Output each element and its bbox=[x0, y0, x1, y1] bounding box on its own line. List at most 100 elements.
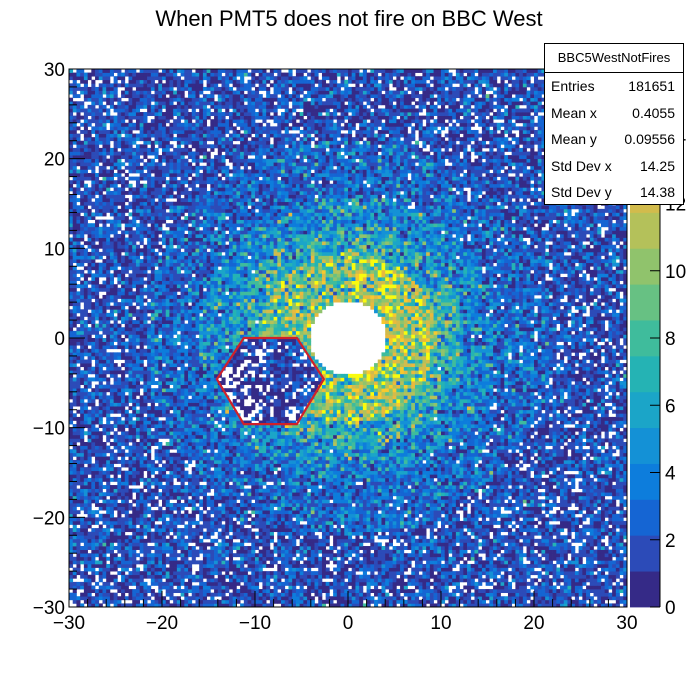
heatmap-cell bbox=[106, 385, 110, 389]
heatmap-cell bbox=[69, 273, 73, 277]
heatmap-cell bbox=[207, 568, 211, 572]
heatmap-cell bbox=[91, 395, 95, 399]
heatmap-cell bbox=[99, 550, 103, 554]
heatmap-cell bbox=[99, 363, 103, 367]
heatmap-cell bbox=[117, 216, 121, 220]
heatmap-cell bbox=[173, 349, 177, 353]
heatmap-cell bbox=[192, 220, 196, 224]
heatmap-cell bbox=[91, 238, 95, 242]
heatmap-cell bbox=[143, 481, 147, 485]
heatmap-cell bbox=[114, 327, 118, 331]
heatmap-cell bbox=[110, 256, 114, 260]
heatmap-cell bbox=[110, 119, 114, 123]
heatmap-cell bbox=[114, 309, 118, 313]
heatmap-cell bbox=[129, 449, 133, 453]
heatmap-cell bbox=[84, 277, 88, 281]
heatmap-cell bbox=[162, 521, 166, 525]
heatmap-cell bbox=[169, 159, 173, 163]
heatmap-cell bbox=[114, 223, 118, 227]
heatmap-cell bbox=[177, 227, 181, 231]
heatmap-cell bbox=[129, 105, 133, 109]
heatmap-cell bbox=[143, 256, 147, 260]
heatmap-cell bbox=[73, 399, 77, 403]
heatmap-cell bbox=[88, 575, 92, 579]
heatmap-cell bbox=[88, 517, 92, 521]
heatmap-cell bbox=[88, 273, 92, 277]
heatmap-cell bbox=[192, 241, 196, 245]
heatmap-cell bbox=[84, 578, 88, 582]
heatmap-cell bbox=[140, 578, 144, 582]
heatmap-cell bbox=[125, 464, 129, 468]
heatmap-cell bbox=[106, 431, 110, 435]
heatmap-cell bbox=[181, 273, 185, 277]
heatmap-cell bbox=[192, 395, 196, 399]
heatmap-cell bbox=[195, 73, 199, 77]
heatmap-cell bbox=[114, 159, 118, 163]
heatmap-cell bbox=[91, 438, 95, 442]
heatmap-cell bbox=[181, 259, 185, 263]
heatmap-cell bbox=[99, 241, 103, 245]
heatmap-cell bbox=[102, 169, 106, 173]
heatmap-cell bbox=[140, 144, 144, 148]
heatmap-cell bbox=[88, 313, 92, 317]
heatmap-cell bbox=[95, 377, 99, 381]
heatmap-cell bbox=[76, 173, 80, 177]
heatmap-cell bbox=[88, 112, 92, 116]
heatmap-cell bbox=[143, 313, 147, 317]
heatmap-cell bbox=[184, 377, 188, 381]
heatmap-cell bbox=[84, 306, 88, 310]
heatmap-cell bbox=[158, 370, 162, 374]
heatmap-cell bbox=[166, 252, 170, 256]
heatmap-cell bbox=[114, 417, 118, 421]
heatmap-cell bbox=[203, 492, 207, 496]
heatmap-cell bbox=[158, 202, 162, 206]
heatmap-cell bbox=[188, 550, 192, 554]
heatmap-cell bbox=[136, 331, 140, 335]
heatmap-cell bbox=[106, 263, 110, 267]
heatmap-cell bbox=[188, 428, 192, 432]
heatmap-cell bbox=[80, 446, 84, 450]
heatmap-cell bbox=[102, 568, 106, 572]
heatmap-cell bbox=[73, 499, 77, 503]
heatmap-cell bbox=[132, 220, 136, 224]
heatmap-cell bbox=[192, 338, 196, 342]
heatmap-cell bbox=[125, 525, 129, 529]
heatmap-cell bbox=[136, 456, 140, 460]
heatmap-cell bbox=[173, 528, 177, 532]
heatmap-cell bbox=[147, 474, 151, 478]
heatmap-cell bbox=[129, 428, 133, 432]
heatmap-cell bbox=[88, 356, 92, 360]
heatmap-cell bbox=[73, 212, 77, 216]
heatmap-cell bbox=[76, 248, 80, 252]
heatmap-cell bbox=[91, 521, 95, 525]
heatmap-cell bbox=[192, 159, 196, 163]
heatmap-cell bbox=[151, 406, 155, 410]
heatmap-cell bbox=[140, 550, 144, 554]
heatmap-cell bbox=[121, 238, 125, 242]
heatmap-cell bbox=[132, 413, 136, 417]
heatmap-cell bbox=[121, 517, 125, 521]
heatmap-cell bbox=[192, 481, 196, 485]
heatmap-cell bbox=[181, 471, 185, 475]
heatmap-cell bbox=[158, 481, 162, 485]
heatmap-cell bbox=[203, 245, 207, 249]
heatmap-cell bbox=[181, 514, 185, 518]
heatmap-cell bbox=[110, 205, 114, 209]
heatmap-cell bbox=[181, 521, 185, 525]
heatmap-cell bbox=[192, 420, 196, 424]
heatmap-cell bbox=[203, 223, 207, 227]
heatmap-cell bbox=[136, 474, 140, 478]
heatmap-cell bbox=[147, 507, 151, 511]
heatmap-cell bbox=[99, 180, 103, 184]
heatmap-cell bbox=[162, 241, 166, 245]
heatmap-cell bbox=[136, 313, 140, 317]
heatmap-cell bbox=[166, 205, 170, 209]
heatmap-cell bbox=[184, 571, 188, 575]
heatmap-cell bbox=[188, 406, 192, 410]
heatmap-cell bbox=[151, 209, 155, 213]
heatmap-cell bbox=[106, 101, 110, 105]
heatmap-cell bbox=[102, 507, 106, 511]
heatmap-cell bbox=[95, 155, 99, 159]
heatmap-cell bbox=[195, 474, 199, 478]
heatmap-cell bbox=[147, 148, 151, 152]
